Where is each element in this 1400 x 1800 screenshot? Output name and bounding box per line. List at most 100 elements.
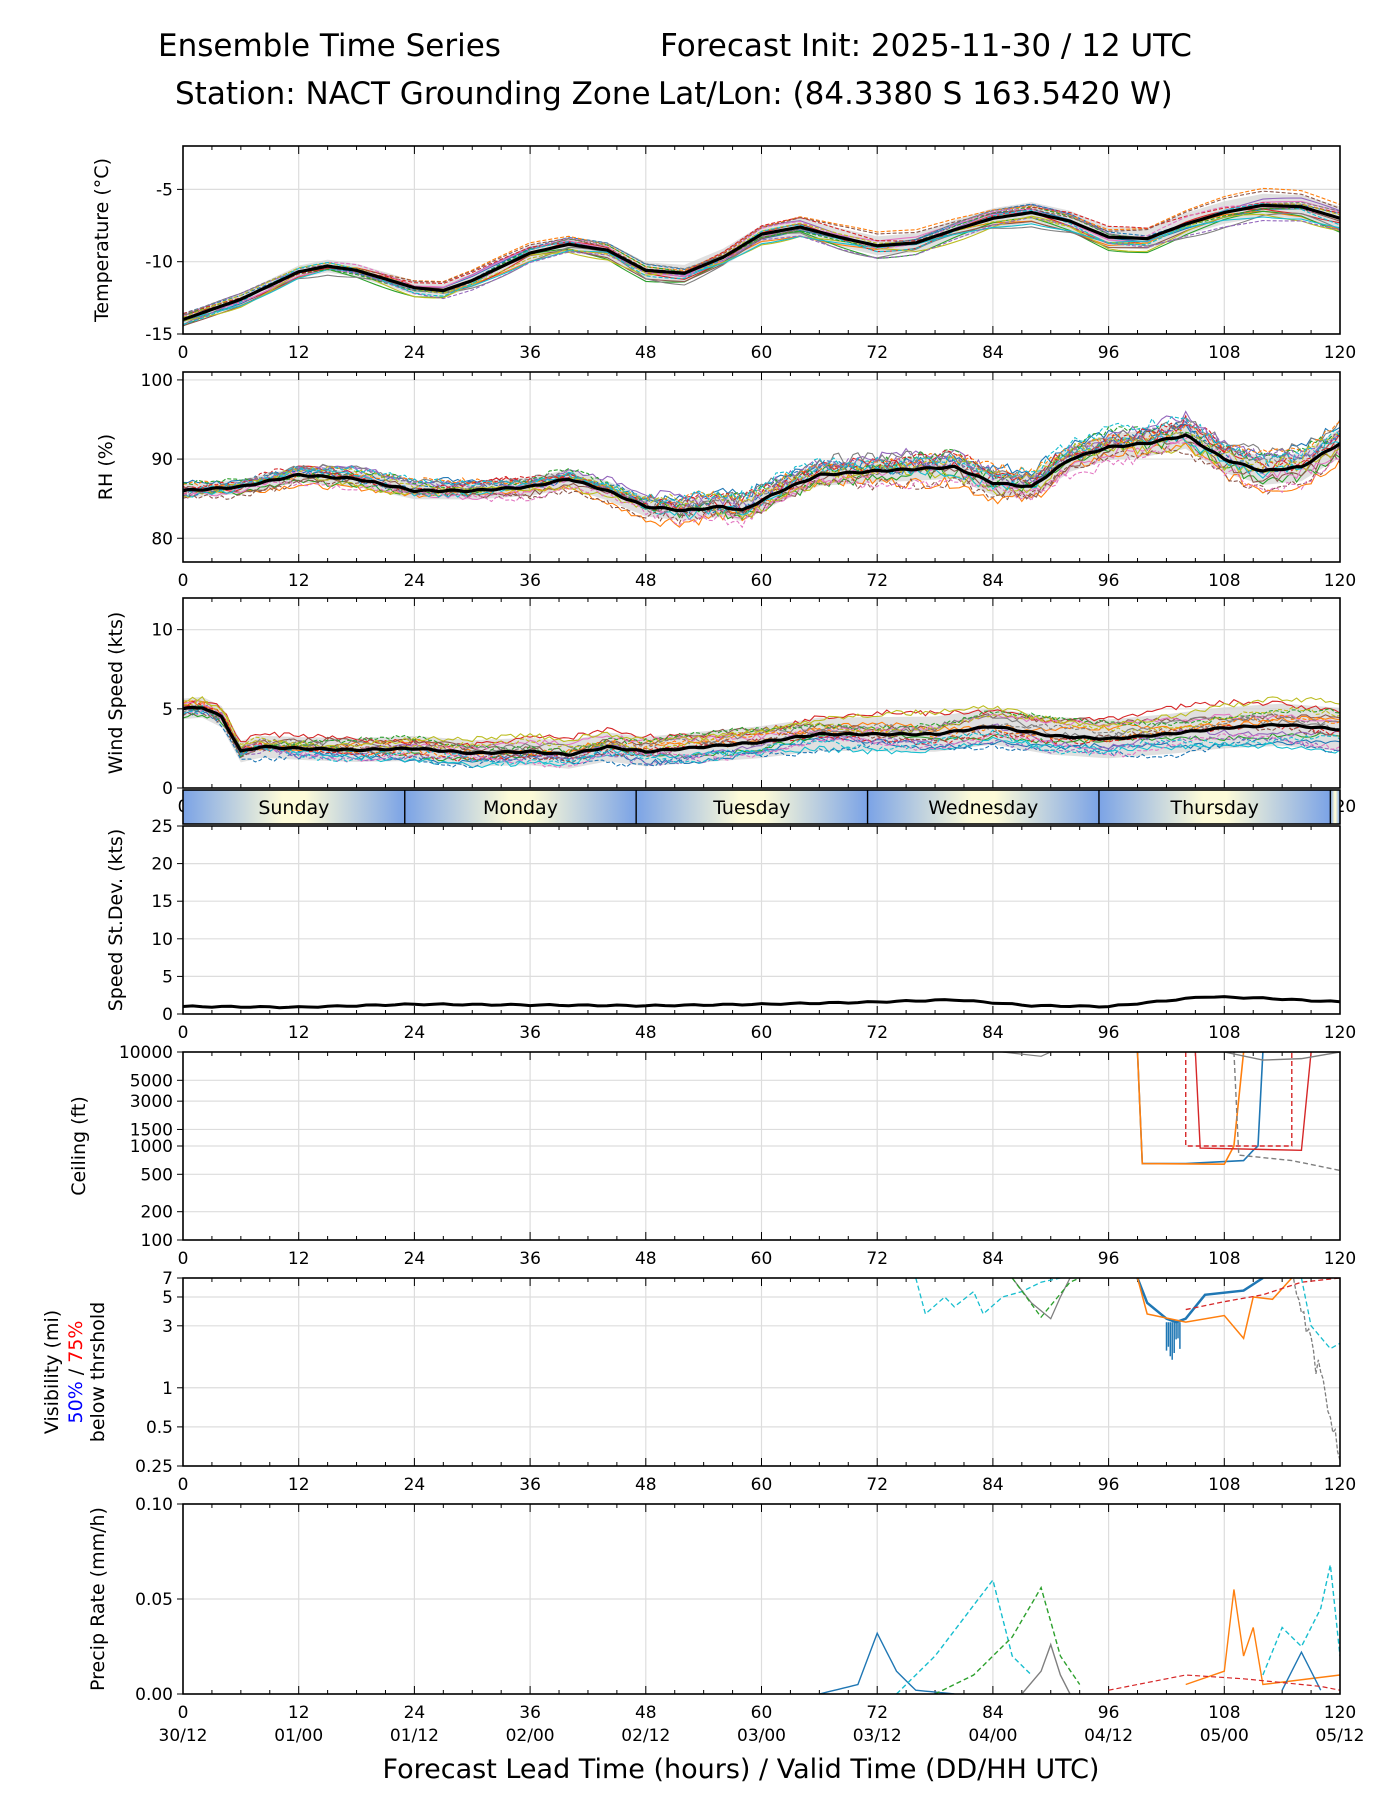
y-tick-label: 200 [141, 1203, 173, 1223]
y-axis-label-below: below thrshold [87, 1302, 109, 1442]
y-tick-label: 20 [151, 855, 173, 875]
x-tick-label: 96 [1098, 1023, 1120, 1043]
series-member-1b [1281, 1650, 1322, 1691]
y-tick-label: 7 [162, 1269, 173, 1289]
panel-wind_speed: 012243648607284961081201050Wind Speed (k… [105, 597, 1356, 817]
x-tick-label: 48 [635, 1023, 657, 1043]
panel-visibility: 0 12 24 36 48 60 72 84 96 108 120 75 3 1 0.5 0.25 Visibi… [41, 1269, 1356, 1495]
series-member-4 [1185, 1052, 1293, 1147]
panel-temperature: 0 12 24 36 48 60 72 84 96 108 120 -5 -10 -15 Temperatu… [91, 145, 1356, 363]
x-tick-label: 0 [178, 1475, 189, 1495]
x-tick-label: 96 [1098, 571, 1120, 591]
plot-area [915, 1278, 1340, 1461]
series-member-8 [1233, 1052, 1340, 1172]
member-line [183, 705, 1340, 755]
y-tick-label: 0.5 [146, 1418, 173, 1438]
member-line [183, 707, 1340, 759]
valid-time-label: 30/12 [159, 1726, 208, 1746]
x-tick-label: 72 [866, 1703, 888, 1723]
x-tick-label: 108 [1208, 343, 1240, 363]
plot-area [183, 187, 1340, 327]
series-member-4 [1185, 1278, 1340, 1311]
valid-time-label: 04/00 [968, 1726, 1017, 1746]
x-tick-label: 48 [635, 1703, 657, 1723]
x-tick-label: 12 [288, 1249, 310, 1269]
member-line [183, 420, 1340, 514]
day-label: Wednesday [928, 797, 1038, 819]
member-line [183, 708, 1340, 768]
member-line [183, 430, 1340, 505]
x-tick-label: 24 [404, 571, 426, 591]
latlon-label: Lat/Lon: (84.3380 S 163.5420 W) [658, 76, 1173, 112]
series-member-3 [934, 1585, 1081, 1694]
x-tick-label: 120 [1324, 571, 1356, 591]
series-member-2 [1136, 1052, 1245, 1166]
panel-speed_stdev: 0 12 24 36 48 60 72 84 96 108 120 25 20 15 10 5 0 Speed S… [105, 817, 1356, 1043]
x-tick-label: 108 [1208, 1249, 1240, 1269]
x-tick-label: 36 [519, 343, 541, 363]
x-tick-label: 84 [982, 1703, 1004, 1723]
plot-area [819, 1564, 1340, 1694]
y-tick-label: 0.10 [135, 1495, 173, 1515]
x-tick-label: 96 [1098, 1475, 1120, 1495]
y-tick-label: 80 [151, 529, 173, 549]
plot-area [183, 995, 1340, 1010]
y-axis-label: Temperature (°C) [91, 158, 113, 323]
axes-frame [182, 145, 1341, 335]
y-tick-label: -10 [145, 253, 173, 273]
series-member-10b [1262, 1564, 1340, 1676]
x-tick-label: 60 [751, 1249, 773, 1269]
y-tick-label: 5000 [130, 1071, 173, 1091]
x-tick-label: 0 [178, 1249, 189, 1269]
y-tick-label: 5 [162, 967, 173, 987]
x-tick-label: 120 [1324, 1023, 1356, 1043]
x-tick-label: 96 [1098, 1703, 1120, 1723]
spread-band [183, 421, 1340, 522]
series-member-4 [1108, 1674, 1340, 1691]
axes-frame [182, 371, 1341, 563]
x-tick-label: 0 [178, 1023, 189, 1043]
y-tick-label: 0.25 [135, 1457, 173, 1477]
y-tick-label: -15 [145, 325, 173, 345]
day-band: Sunday Monday Tuesday Wednesday Thursday [182, 789, 1341, 825]
x-tick-label: 72 [866, 343, 888, 363]
title-left: Ensemble Time Series [158, 28, 501, 64]
x-tick-label: 60 [751, 1475, 773, 1495]
valid-time-label: 03/12 [853, 1726, 902, 1746]
valid-time-label: 01/00 [274, 1726, 323, 1746]
y-tick-label: 15 [151, 892, 173, 912]
series-member-3 [1011, 1278, 1080, 1319]
series-member-10 [915, 1278, 1061, 1316]
y-axis-label: Speed St.Dev. (kts) [105, 829, 127, 1012]
y-tick-label: 0 [162, 779, 173, 799]
station-label: Station: NACT Grounding Zone [175, 76, 651, 112]
y-axis-label: Wind Speed (kts) [105, 612, 127, 775]
plot-area [183, 696, 1340, 769]
member-line [183, 416, 1340, 505]
y-axis-label: Ceiling (ft) [68, 1096, 90, 1196]
series-member-4b [1194, 1052, 1312, 1152]
y-tick-label: 0 [162, 1005, 173, 1025]
y-tick-label: 90 [151, 450, 173, 470]
ensemble-mean-line [183, 433, 1340, 513]
y-tick-label: 5 [162, 1288, 173, 1308]
day-label: Thursday [1169, 797, 1258, 819]
x-tick-label: 84 [982, 1475, 1004, 1495]
x-tick-label: 84 [982, 571, 1004, 591]
x-tick-label: 12 [288, 571, 310, 591]
member-line [183, 190, 1340, 317]
x-tick-label: 72 [866, 1249, 888, 1269]
y-tick-label: 3 [162, 1317, 173, 1337]
y-axis-label-thresholds: 50% / 75% [65, 1321, 87, 1424]
x-tick-label: 36 [519, 571, 541, 591]
x-tick-label: 120 [1324, 1249, 1356, 1269]
series-member-2 [1185, 1589, 1340, 1686]
ensemble-mean-line [183, 203, 1340, 322]
y-tick-label: 100 [141, 1231, 173, 1251]
x-tick-label: 48 [635, 343, 657, 363]
day-label: Monday [483, 797, 558, 819]
member-line [183, 709, 1340, 769]
axes-frame [182, 1503, 1341, 1695]
member-line [183, 216, 1340, 326]
